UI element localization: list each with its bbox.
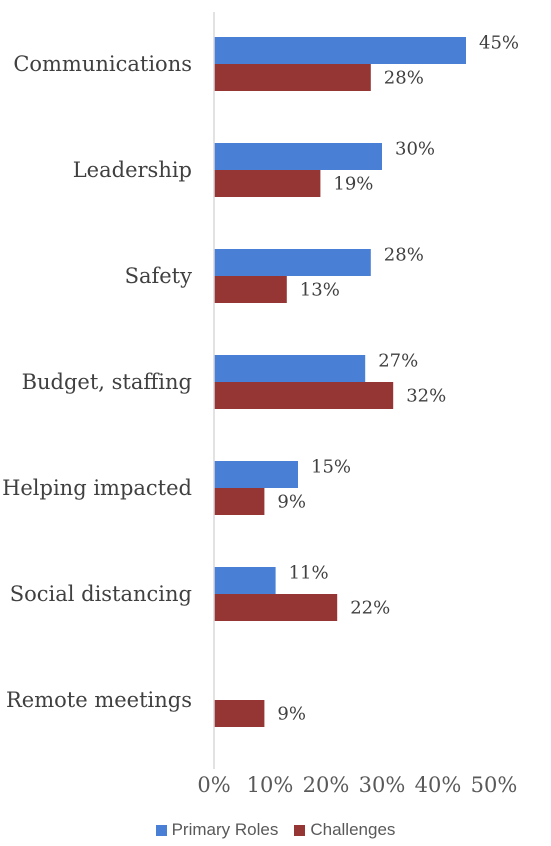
x-tick-label-0: 0% — [197, 773, 230, 797]
category-label-social-distancing: Social distancing — [10, 582, 192, 606]
category-label-remote-meetings: Remote meetings — [6, 688, 192, 712]
bar-primary-roles-social-distancing — [214, 567, 276, 594]
bar-primary-roles-communications — [214, 37, 466, 64]
data-label-challenges-helping-impacted: 9% — [277, 492, 306, 513]
data-label-challenges-remote-meetings: 9% — [277, 704, 306, 725]
legend-item-primary-roles: Primary Roles — [155, 820, 279, 840]
bar-challenges-budget-staffing — [214, 382, 394, 409]
bar-challenges-remote-meetings — [214, 700, 265, 727]
bar-challenges-safety — [214, 276, 287, 303]
category-labels: Communications Leadership Safety Budget, st… — [2, 52, 192, 712]
x-tick-label-1: 10% — [247, 773, 294, 797]
legend-item-challenges: Challenges — [294, 820, 395, 840]
data-labels: 45%28%30%19%28%13%27%32%15%9%11%22%9% — [277, 33, 519, 725]
x-tick-label-3: 30% — [359, 773, 406, 797]
data-label-challenges-budget-staffing: 32% — [406, 386, 446, 407]
data-label-primary-roles-social-distancing: 11% — [289, 563, 329, 584]
bar-primary-roles-helping-impacted — [214, 461, 298, 488]
bars-group — [214, 37, 466, 727]
bar-challenges-helping-impacted — [214, 488, 265, 515]
data-label-challenges-social-distancing: 22% — [350, 598, 390, 619]
x-tick-label-5: 50% — [471, 773, 518, 797]
bar-primary-roles-budget-staffing — [214, 355, 366, 382]
data-label-primary-roles-leadership: 30% — [395, 139, 435, 160]
legend-label-primary-roles: Primary Roles — [171, 820, 279, 839]
category-label-leadership: Leadership — [73, 158, 192, 182]
legend: Primary Roles Challenges — [0, 820, 551, 840]
legend-swatch-primary-roles — [155, 824, 167, 836]
category-label-safety: Safety — [125, 264, 193, 288]
bar-challenges-leadership — [214, 170, 321, 197]
data-label-primary-roles-communications: 45% — [479, 33, 519, 54]
bar-challenges-communications — [214, 64, 371, 91]
data-label-challenges-communications: 28% — [384, 68, 424, 89]
data-label-primary-roles-safety: 28% — [384, 245, 424, 266]
bar-primary-roles-leadership — [214, 143, 382, 170]
x-axis-ticks: 0% 10% 20% 30% 40% 50% — [197, 773, 517, 797]
category-label-communications: Communications — [13, 52, 192, 76]
legend-swatch-challenges — [294, 824, 306, 836]
x-tick-label-4: 40% — [415, 773, 462, 797]
data-label-challenges-safety: 13% — [300, 280, 340, 301]
data-label-primary-roles-helping-impacted: 15% — [311, 457, 351, 478]
legend-label-challenges: Challenges — [310, 820, 396, 839]
bar-primary-roles-safety — [214, 249, 371, 276]
x-tick-label-2: 20% — [303, 773, 350, 797]
data-label-primary-roles-budget-staffing: 27% — [378, 351, 418, 372]
bar-challenges-social-distancing — [214, 594, 338, 621]
category-label-helping-impacted: Helping impacted — [2, 476, 192, 500]
data-label-challenges-leadership: 19% — [333, 174, 373, 195]
category-label-budget-staffing: Budget, staffing — [22, 370, 192, 394]
